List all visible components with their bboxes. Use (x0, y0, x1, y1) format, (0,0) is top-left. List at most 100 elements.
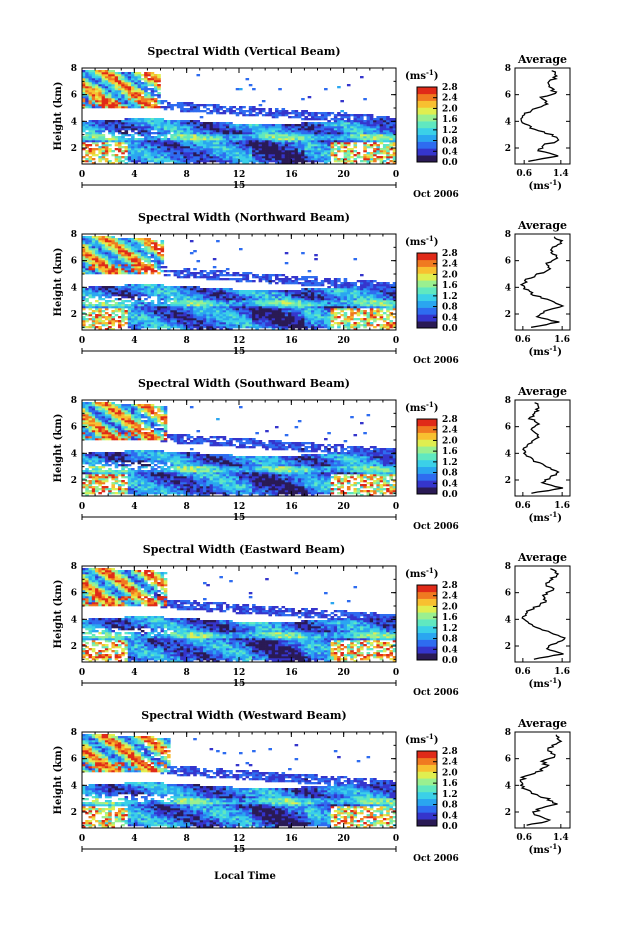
heatmap-cell (108, 258, 112, 261)
heatmap-cell (189, 110, 194, 113)
heatmap-cell (239, 128, 243, 131)
heatmap-cell (98, 264, 102, 267)
heatmap-cell (111, 290, 116, 293)
heatmap-cell (248, 146, 253, 149)
heatmap-cell (284, 110, 289, 113)
heatmap-cell (108, 70, 112, 73)
heatmap-cell (232, 290, 237, 293)
heatmap-cell (376, 156, 380, 159)
heatmap-cell (98, 72, 102, 75)
heatmap-cell (369, 146, 374, 149)
heatmap-cell (271, 112, 276, 115)
heatmap-cell (127, 76, 132, 79)
heatmap-cell (229, 162, 233, 165)
heatmap-cell (343, 134, 348, 137)
heatmap-cell (117, 100, 122, 103)
heatmap-cell (271, 312, 276, 315)
heatmap-cell (134, 154, 138, 157)
heatmap-cell (199, 126, 204, 129)
heatmap-cell (369, 118, 374, 121)
heatmap-cell (320, 302, 325, 305)
heatmap-cell (242, 290, 246, 293)
heatmap-cell (150, 118, 155, 121)
heatmap-cell (386, 130, 390, 133)
heatmap-cell (268, 322, 273, 325)
heatmap-cell (363, 160, 367, 163)
heatmap-cell (189, 126, 194, 129)
heatmap-cell (157, 78, 161, 81)
heatmap-cell (304, 282, 308, 285)
heatmap-cell (291, 302, 295, 305)
heatmap-cell (147, 102, 151, 105)
heatmap-cell (258, 124, 263, 127)
heatmap-cell (333, 124, 338, 127)
heatmap-cell (88, 126, 93, 129)
heatmap-cell (320, 116, 325, 119)
heatmap-cell (199, 290, 204, 293)
heatmap-cell (274, 152, 279, 155)
heatmap-cell (91, 142, 96, 145)
heatmap-cell (150, 120, 155, 123)
heatmap-cell (183, 138, 187, 141)
heatmap-cell (144, 136, 148, 139)
heatmap-cell (297, 290, 302, 293)
heatmap-cell (232, 306, 237, 309)
heatmap-cell (199, 144, 204, 147)
heatmap-cell (252, 126, 256, 129)
heatmap-cell (153, 256, 158, 259)
heatmap-cell (88, 74, 93, 77)
heatmap-cell (363, 142, 367, 145)
heatmap-cell (317, 138, 322, 141)
heatmap-cell (160, 322, 165, 325)
heatmap-cell (307, 118, 312, 121)
heatmap-cell (144, 86, 148, 89)
heatmap-cell (248, 298, 253, 301)
heatmap-cell (346, 120, 351, 123)
heatmap-cell (229, 108, 233, 111)
heatmap-cell (284, 300, 289, 303)
heatmap-cell (160, 292, 165, 295)
heatmap-cell (121, 260, 125, 263)
heatmap-cell (340, 288, 344, 291)
heatmap-cell (186, 304, 191, 307)
heatmap-cell (307, 140, 312, 143)
heatmap-cell (114, 124, 119, 127)
heatmap-cell (268, 320, 273, 323)
heatmap-cell (131, 310, 135, 313)
heatmap-cell (160, 320, 165, 323)
heatmap-cell (320, 326, 325, 329)
heatmap-cell (324, 158, 328, 161)
heatmap-cell (265, 312, 269, 315)
heatmap-cell (108, 150, 112, 153)
heatmap-cell (376, 140, 380, 143)
heatmap-cell (324, 148, 328, 151)
heatmap-cell (196, 146, 201, 149)
heatmap-cell (363, 122, 367, 125)
heatmap-cell (186, 120, 191, 123)
heatmap-cell (225, 300, 230, 303)
heatmap-cell (199, 138, 204, 141)
heatmap-cell (82, 238, 86, 241)
heatmap-cell (307, 310, 312, 313)
heatmap-cell (304, 322, 308, 325)
heatmap-cell (324, 122, 328, 125)
heatmap-cell (379, 148, 384, 151)
heatmap-cell (281, 294, 286, 297)
heatmap-cell (284, 112, 289, 115)
heatmap-cell (258, 310, 263, 313)
heatmap-cell (157, 298, 161, 301)
heatmap-cell (85, 270, 89, 273)
heatmap-cell (85, 158, 89, 161)
heatmap-cell (297, 308, 302, 311)
heatmap-cell (209, 276, 214, 279)
heatmap-cell (121, 138, 125, 141)
heatmap-cell (85, 292, 89, 295)
heatmap-cell (288, 326, 292, 329)
heatmap-cell (170, 326, 174, 329)
heatmap-cell (163, 310, 168, 313)
heatmap-cell (301, 142, 305, 145)
heatmap-cell (268, 298, 273, 301)
heatmap-cell (147, 322, 151, 325)
heatmap-cell (310, 162, 315, 165)
heatmap-cell (235, 150, 240, 153)
